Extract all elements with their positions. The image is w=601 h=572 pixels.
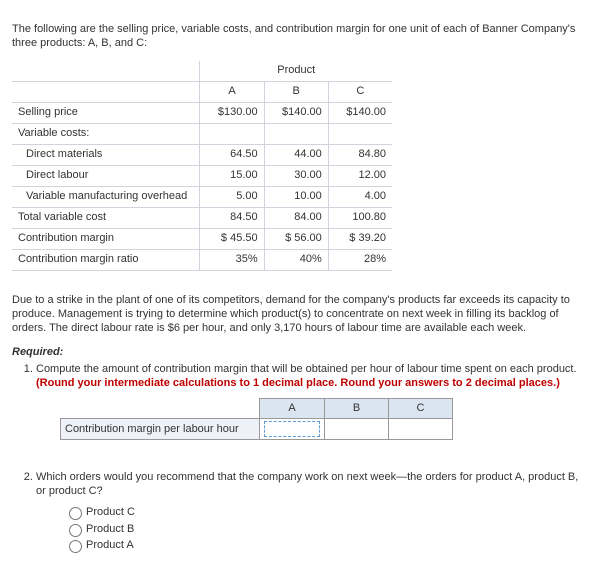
cell-value: $130.00 [200, 102, 264, 123]
row-label: Direct materials [12, 144, 200, 165]
cell-value: $140.00 [328, 102, 392, 123]
row-label: Variable costs: [12, 123, 200, 144]
col-a: A [200, 81, 264, 102]
radio-product-a[interactable] [69, 540, 82, 553]
cell-value: $ 45.50 [200, 228, 264, 249]
required-label: Required: [12, 345, 589, 359]
cell-value: 84.00 [264, 207, 328, 228]
radio-product-c[interactable] [69, 507, 82, 520]
cell-value: $ 56.00 [264, 228, 328, 249]
product-table: Product A B C Selling price$130.00$140.0… [12, 61, 392, 271]
cell-value: 35% [200, 249, 264, 270]
cell-value [328, 123, 392, 144]
ans-col-c: C [389, 399, 453, 418]
input-a[interactable] [264, 421, 320, 437]
cell-value [200, 123, 264, 144]
q1-instruction: (Round your intermediate calculations to… [36, 377, 560, 389]
option-a[interactable]: Product A [64, 537, 589, 554]
cell-value: 12.00 [328, 165, 392, 186]
cell-value: $140.00 [264, 102, 328, 123]
row-label: Direct labour [12, 165, 200, 186]
option-b[interactable]: Product B [64, 521, 589, 538]
q2-options: Product C Product B Product A [64, 504, 589, 554]
question-2: Which orders would you recommend that th… [36, 470, 589, 554]
cell-value: 4.00 [328, 186, 392, 207]
ans-col-a: A [260, 399, 325, 418]
row-label: Contribution margin ratio [12, 249, 200, 270]
radio-product-b[interactable] [69, 524, 82, 537]
row-label: Selling price [12, 102, 200, 123]
cell-value: 100.80 [328, 207, 392, 228]
question-1: Compute the amount of contribution margi… [36, 362, 589, 440]
cell-value: 30.00 [264, 165, 328, 186]
q1-text: Compute the amount of contribution margi… [36, 363, 577, 375]
product-header: Product [200, 61, 392, 82]
intro-text: The following are the selling price, var… [12, 22, 589, 51]
cell-value: 64.50 [200, 144, 264, 165]
answer-row-label: Contribution margin per labour hour [61, 418, 260, 439]
cell-value: 84.50 [200, 207, 264, 228]
cell-value: 5.00 [200, 186, 264, 207]
answer-table: A B C Contribution margin per labour hou… [60, 398, 453, 439]
row-label: Contribution margin [12, 228, 200, 249]
cell-value: 84.80 [328, 144, 392, 165]
row-label: Variable manufacturing overhead [12, 186, 200, 207]
input-b[interactable] [330, 422, 384, 436]
col-b: B [264, 81, 328, 102]
col-c: C [328, 81, 392, 102]
cell-value [264, 123, 328, 144]
cell-value: 10.00 [264, 186, 328, 207]
cell-value: $ 39.20 [328, 228, 392, 249]
cell-value: 28% [328, 249, 392, 270]
cell-value: 44.00 [264, 144, 328, 165]
row-label: Total variable cost [12, 207, 200, 228]
context-paragraph: Due to a strike in the plant of one of i… [12, 293, 589, 336]
cell-value: 15.00 [200, 165, 264, 186]
cell-value: 40% [264, 249, 328, 270]
option-c[interactable]: Product C [64, 504, 589, 521]
input-c[interactable] [394, 422, 448, 436]
ans-col-b: B [325, 399, 389, 418]
q2-text: Which orders would you recommend that th… [36, 471, 578, 497]
